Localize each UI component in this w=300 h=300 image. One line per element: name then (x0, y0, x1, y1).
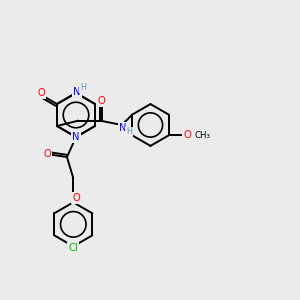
Text: N: N (73, 87, 81, 97)
Text: H: H (80, 83, 86, 92)
Text: O: O (72, 193, 80, 203)
Text: O: O (44, 149, 51, 159)
Text: O: O (37, 88, 45, 98)
Text: Cl: Cl (68, 243, 78, 253)
Text: O: O (98, 96, 105, 106)
Text: N: N (119, 123, 127, 133)
Text: CH₃: CH₃ (195, 131, 211, 140)
Text: O: O (183, 130, 191, 140)
Text: N: N (72, 132, 80, 142)
Text: H: H (126, 128, 132, 136)
